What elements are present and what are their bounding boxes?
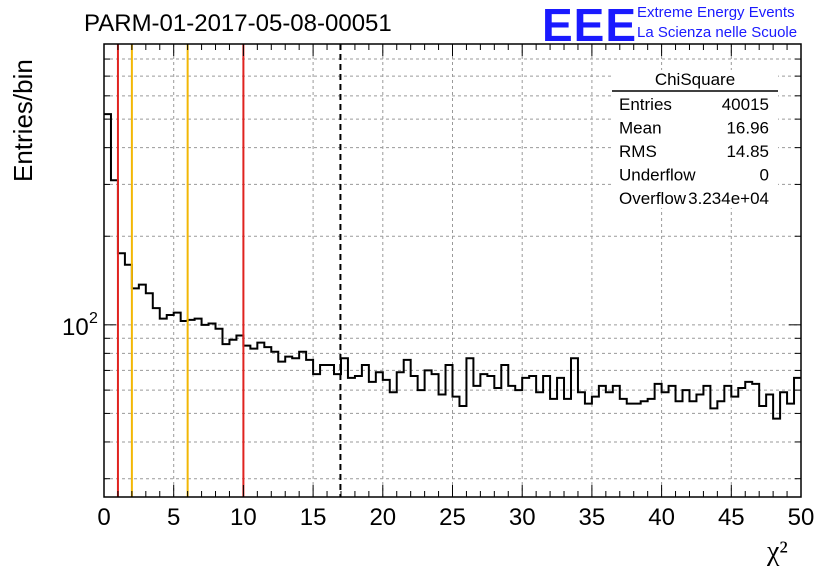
x-tick-label: 5 [167, 504, 180, 531]
stats-label: Entries [619, 95, 672, 114]
x-tick-label: 50 [788, 504, 815, 531]
stats-value: 14.85 [726, 142, 769, 161]
stats-box-bg [612, 70, 778, 208]
x-tick-label: 0 [97, 504, 110, 531]
x-tick-label: 45 [718, 504, 745, 531]
logo-line-1: Extreme Energy Events [637, 4, 795, 21]
y-tick-label-exponent: 2 [89, 310, 98, 327]
stats-value: 3.234e+04 [688, 189, 769, 208]
x-tick-label: 10 [230, 504, 257, 531]
stats-value: 16.96 [726, 119, 769, 138]
chart-title: PARM-01-2017-05-08-00051 [84, 10, 392, 37]
stats-header: ChiSquare [655, 70, 735, 89]
vertical-markers [116, 44, 342, 497]
x-tick-label: 15 [300, 504, 327, 531]
logo-line-2: La Scienza nelle Scuole [637, 24, 798, 41]
x-tick-label: 25 [439, 504, 466, 531]
stats-label: RMS [619, 142, 657, 161]
stats-label: Underflow [619, 166, 696, 185]
histogram [104, 113, 801, 420]
eee-logo-mark: EEE [542, 0, 638, 51]
x-tick-label: 40 [648, 504, 675, 531]
stats-value: 0 [760, 166, 769, 185]
x-axis-label: χ² [767, 536, 788, 567]
x-tick-label: 30 [509, 504, 536, 531]
x-tick-label: 35 [579, 504, 606, 531]
stats-box: ChiSquare Entries 40015 Mean 16.96 RMS 14.85 Un… [612, 70, 778, 208]
stats-label: Overflow [619, 189, 687, 208]
stats-value: 40015 [722, 95, 769, 114]
y-axis-label: Entries/bin [8, 59, 38, 182]
x-tick-label: 20 [369, 504, 396, 531]
y-tick-label-base: 10 [62, 314, 89, 341]
histogram-steps [104, 113, 801, 420]
stats-label: Mean [619, 119, 662, 138]
